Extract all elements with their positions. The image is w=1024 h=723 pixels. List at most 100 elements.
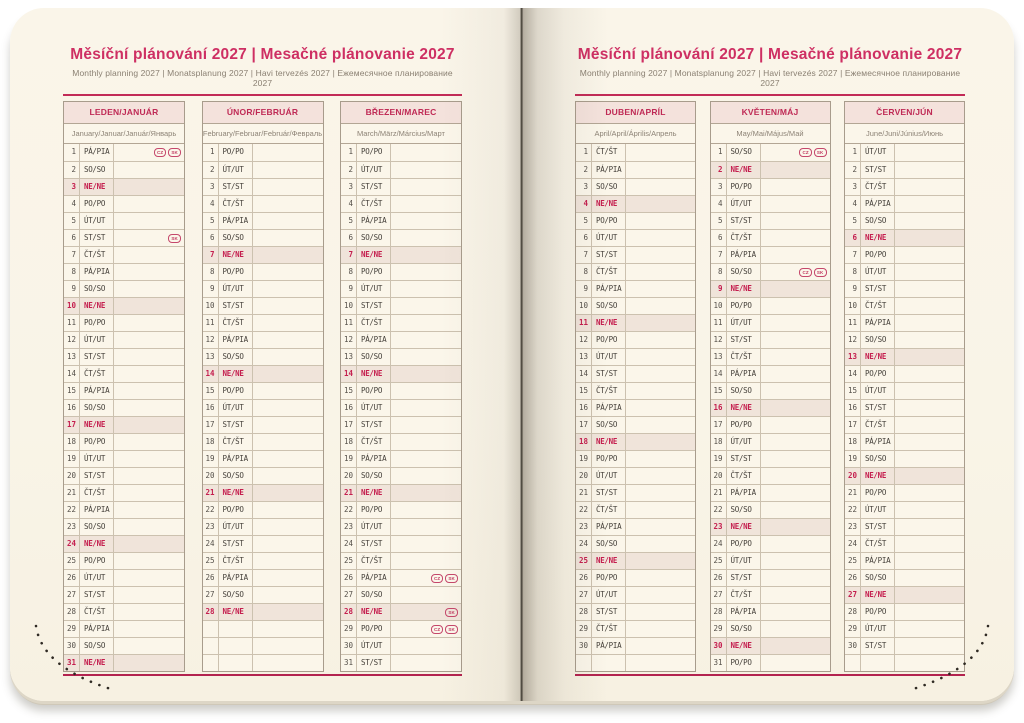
day-number: 13 — [64, 349, 80, 365]
weekday-label: NE/NE — [80, 298, 114, 314]
day-number: 5 — [64, 213, 80, 229]
day-row: 10 PO/PO — [710, 297, 830, 314]
weekday-label: ČT/ŠT — [592, 264, 626, 280]
notes-cell: SK — [114, 230, 184, 246]
day-number: 7 — [64, 247, 80, 263]
day-number: 2 — [64, 162, 80, 178]
day-number: 21 — [64, 485, 80, 501]
day-row: 19 PO/PO — [576, 450, 695, 467]
notes-cell — [761, 485, 830, 501]
weekday-label: ÚT/UT — [861, 621, 895, 637]
day-number: 22 — [341, 502, 357, 518]
day-number — [203, 655, 219, 671]
day-row: 7 ST/ST — [576, 246, 695, 263]
day-row: 15 ČT/ŠT — [576, 382, 695, 399]
notes-cell — [391, 553, 461, 569]
day-number: 25 — [341, 553, 357, 569]
day-row: 2 ÚT/UT — [341, 161, 461, 178]
day-row: 14 PO/PO — [845, 365, 964, 382]
day-number: 30 — [845, 638, 861, 654]
day-row: 21 NE/NE — [341, 484, 461, 501]
weekday-label: ST/ST — [592, 485, 626, 501]
notes-cell — [895, 604, 964, 620]
day-number: 28 — [203, 604, 219, 620]
day-row: 29 PÁ/PIA — [64, 620, 184, 637]
day-number: 10 — [203, 298, 219, 314]
notes-cell — [114, 536, 184, 552]
weekday-label: NE/NE — [357, 247, 391, 263]
day-number: 21 — [203, 485, 219, 501]
notes-cell — [761, 604, 830, 620]
day-row: 21 ST/ST — [576, 484, 695, 501]
day-row: 23 ÚT/UT — [341, 518, 461, 535]
day-number: 30 — [576, 638, 592, 654]
notes-cell — [895, 179, 964, 195]
day-row: 8 PO/PO — [341, 263, 461, 280]
day-row: 17 NE/NE — [64, 416, 184, 433]
day-row: 19 SO/SO — [845, 450, 964, 467]
day-number: 2 — [845, 162, 861, 178]
weekday-label: PÁ/PIA — [80, 264, 114, 280]
day-number: 13 — [711, 349, 727, 365]
weekday-label: PÁ/PIA — [80, 144, 114, 161]
day-row: 12 PÁ/PIA — [341, 331, 461, 348]
weekday-label: PO/PO — [861, 604, 895, 620]
notes-cell — [253, 281, 323, 297]
day-number: 19 — [711, 451, 727, 467]
day-number: 1 — [711, 144, 727, 161]
weekday-label: NE/NE — [861, 468, 895, 484]
weekday-label: SO/SO — [219, 230, 253, 246]
weekday-label: SO/SO — [357, 468, 391, 484]
notes-cell — [626, 604, 695, 620]
day-row — [845, 654, 964, 671]
day-row: 13 SO/SO — [341, 348, 461, 365]
month-table-leden: LEDEN/JANUÁR January/Januar/Január/Январь… — [63, 101, 185, 672]
day-number: 1 — [64, 144, 80, 161]
notes-cell — [761, 621, 830, 637]
notes-cell — [253, 485, 323, 501]
weekday-label: NE/NE — [219, 604, 253, 620]
day-row: 17 ST/ST — [202, 416, 323, 433]
weekday-label: PO/PO — [357, 383, 391, 399]
notes-cell — [114, 383, 184, 399]
weekday-label: ÚT/UT — [861, 383, 895, 399]
notes-cell — [895, 434, 964, 450]
weekday-label: PO/PO — [80, 434, 114, 450]
notes-cell — [761, 400, 830, 416]
weekday-label: SO/SO — [357, 230, 391, 246]
weekday-label: ČT/ŠT — [219, 434, 253, 450]
notes-cell — [391, 230, 461, 246]
notes-cell — [114, 298, 184, 314]
day-row: 25 ČT/ŠT — [202, 552, 323, 569]
day-row: 15 PO/PO — [202, 382, 323, 399]
notes-cell — [895, 536, 964, 552]
day-row: 8 ÚT/UT — [845, 263, 964, 280]
day-row: 20 SO/SO — [202, 467, 323, 484]
notes-cell — [895, 144, 964, 161]
day-row: 12 SO/SO — [845, 331, 964, 348]
day-row: 18 NE/NE — [576, 433, 695, 450]
weekday-label: ČT/ŠT — [727, 587, 761, 603]
notes-cell — [253, 655, 323, 671]
weekday-label: ČT/ŠT — [219, 315, 253, 331]
notes-cell — [761, 451, 830, 467]
notes-cell — [626, 196, 695, 212]
day-number: 4 — [203, 196, 219, 212]
day-number: 14 — [576, 366, 592, 382]
notes-cell — [114, 485, 184, 501]
day-number: 8 — [576, 264, 592, 280]
weekday-label: PÁ/PIA — [219, 451, 253, 467]
day-row: 10 ČT/ŠT — [845, 297, 964, 314]
weekday-label: PÁ/PIA — [592, 281, 626, 297]
day-row: 22 ČT/ŠT — [576, 501, 695, 518]
day-row: 26 ÚT/UT — [64, 569, 184, 586]
day-row: 23 NE/NE — [710, 518, 830, 535]
day-row: 5 ÚT/UT — [64, 212, 184, 229]
day-row: 7 PO/PO — [845, 246, 964, 263]
weekday-label: PO/PO — [219, 144, 253, 161]
holiday-badge-sk: SK — [813, 148, 827, 157]
month-table-kveten: KVĚTEN/MÁJ May/Mai/Május/Май 1 SO/SO CZ SK 2 NE… — [709, 101, 831, 672]
day-number: 26 — [711, 570, 727, 586]
day-row: 25 ÚT/UT — [710, 552, 830, 569]
page-subtitle: Monthly planning 2027 | Monatsplanung 20… — [72, 68, 453, 88]
